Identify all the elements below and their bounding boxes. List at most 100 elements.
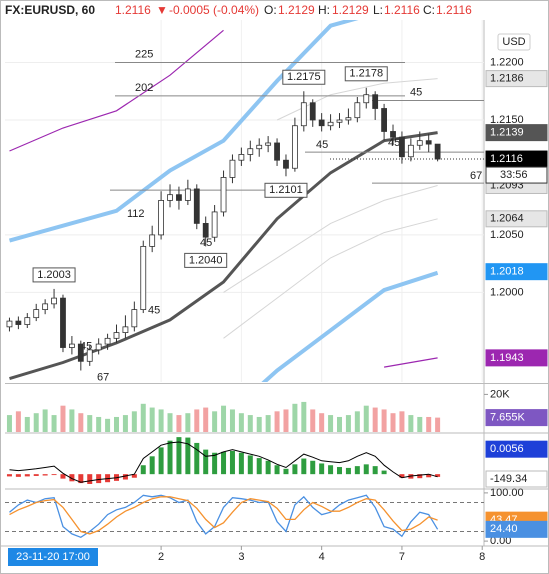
ohlc-label: C: — [423, 3, 435, 17]
histogram-bar — [328, 465, 334, 475]
candle-body — [86, 349, 93, 362]
volume-bar — [354, 411, 360, 432]
volume-bar — [33, 413, 39, 432]
price-badge — [485, 470, 548, 488]
candle-body — [256, 144, 263, 150]
candle-body — [51, 297, 57, 305]
histogram-bar — [372, 466, 378, 475]
histogram-bar — [33, 474, 39, 476]
time-badge-label: 23-11-20 17:00 — [16, 551, 90, 563]
histogram-bar — [435, 474, 441, 477]
y-tick-label: 1.2000 — [490, 286, 524, 298]
histogram-bar — [131, 474, 137, 478]
price-badge-label: 1.2139 — [490, 127, 524, 139]
histogram-bar — [87, 474, 93, 484]
volume-bar — [417, 416, 423, 432]
candle-body — [390, 131, 396, 138]
macd-line — [9, 441, 438, 483]
volume-bar — [51, 415, 57, 432]
candle-body — [95, 343, 102, 351]
candle-body — [229, 159, 236, 178]
currency-button[interactable] — [497, 33, 531, 51]
level-label: 67 — [97, 371, 109, 383]
y-tick-label: 20K — [490, 388, 510, 400]
volume-bar — [122, 415, 128, 432]
indicator-line — [223, 185, 438, 293]
stochastic-line — [9, 496, 438, 535]
candle-body — [6, 320, 13, 328]
volume-bar — [372, 407, 378, 432]
ohlc-label: O: — [264, 3, 277, 17]
candle-body — [158, 200, 164, 236]
price-label-box — [264, 182, 308, 198]
candle-body — [372, 94, 379, 109]
volume-bar — [42, 409, 48, 432]
price-badge — [485, 409, 548, 427]
histogram-bar — [185, 437, 191, 475]
y-tick-label: 0.00 — [490, 535, 511, 547]
histogram-bar — [363, 464, 369, 475]
price-badge-label: 1.2116 — [490, 153, 523, 165]
histogram-bar — [176, 437, 182, 475]
price-label-box — [344, 66, 388, 82]
last-price: 1.2116 — [115, 3, 151, 17]
volume-bar — [176, 415, 182, 432]
volume-bar — [229, 409, 235, 432]
candle-body — [309, 102, 316, 121]
histogram-bar — [194, 442, 200, 475]
volume-bar — [87, 415, 93, 432]
candle-body — [122, 326, 129, 333]
histogram-bar — [158, 447, 164, 475]
candle-body — [336, 119, 343, 123]
price-badge-label: -149.34 — [490, 473, 527, 485]
price-label: 1.2178 — [349, 68, 383, 80]
price-badge — [485, 440, 548, 458]
volume-bar — [203, 407, 209, 432]
volume-bar — [435, 417, 441, 432]
ohlc-value: 1.2129 — [332, 3, 369, 17]
candle-body — [104, 337, 111, 345]
ohlc-label: H: — [318, 3, 330, 17]
x-tick-label: 8 — [479, 551, 485, 563]
candle-body — [184, 188, 191, 201]
volume-bar — [24, 416, 30, 432]
histogram-bar — [292, 464, 298, 475]
volume-bar — [212, 411, 218, 432]
histogram-bar — [265, 460, 271, 475]
volume-bar — [140, 403, 146, 432]
candle-body — [354, 102, 361, 119]
currency-label: USD — [502, 36, 525, 48]
y-tick-label: 1.2150 — [490, 114, 524, 126]
candle-body — [24, 317, 31, 325]
histogram-bar — [6, 474, 12, 477]
volume-bar — [292, 403, 298, 432]
candle-body — [381, 108, 387, 132]
price-badge — [485, 349, 548, 367]
volume-bar — [78, 413, 84, 432]
histogram-bar — [51, 474, 57, 476]
candle-body — [363, 94, 370, 104]
candle-body — [140, 245, 147, 310]
ohlc-label: L: — [373, 3, 383, 17]
candle-body — [265, 142, 272, 146]
volume-bar — [158, 409, 164, 432]
volume-bar — [69, 409, 75, 432]
volume-bar — [15, 411, 21, 432]
candle-body — [42, 303, 49, 311]
price-badge-label: 1.2186 — [490, 73, 524, 85]
histogram-bar — [96, 474, 102, 484]
histogram-bar — [140, 465, 146, 475]
candle-body — [247, 148, 254, 155]
histogram-bar — [238, 452, 244, 475]
candle-body — [399, 136, 405, 158]
candle-body — [416, 140, 423, 146]
indicator-line — [261, 270, 439, 382]
volume-bar — [265, 415, 271, 432]
candle-body — [274, 142, 280, 161]
histogram-bar — [15, 474, 21, 477]
level-label: 45 — [148, 305, 160, 317]
countdown: 33:56 — [500, 169, 528, 181]
histogram-bar — [256, 458, 262, 475]
level-label: 45 — [388, 137, 400, 149]
candle-body — [318, 119, 325, 127]
